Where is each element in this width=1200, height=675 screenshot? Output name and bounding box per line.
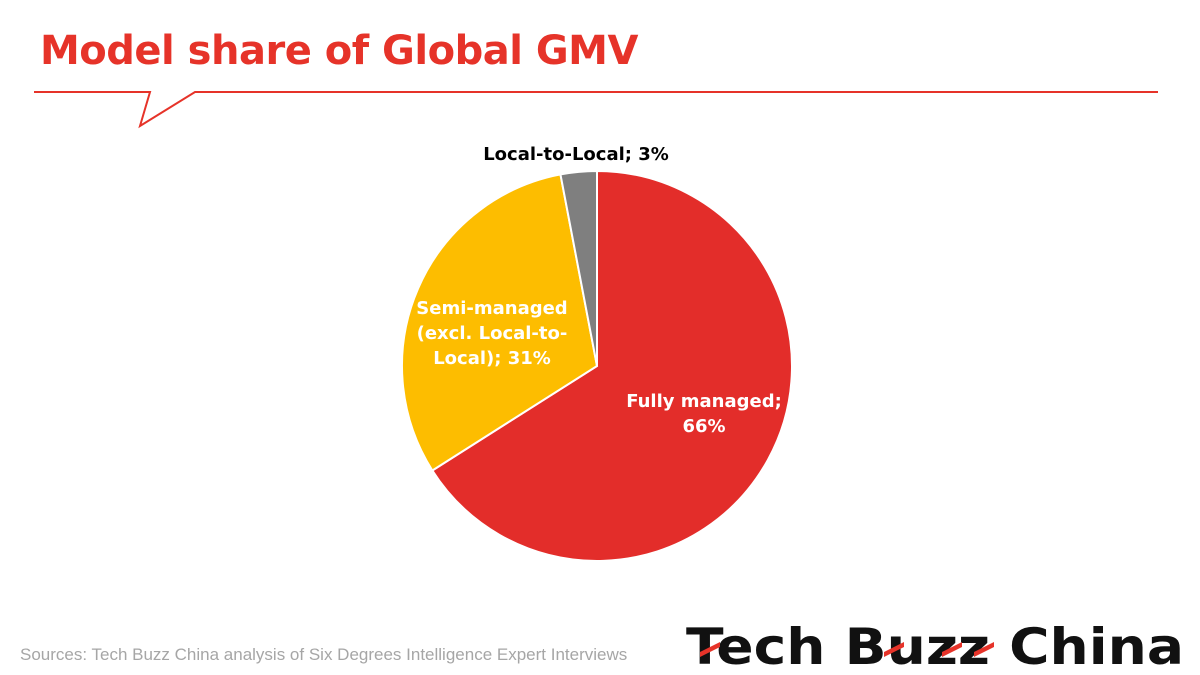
source-note: Sources: Tech Buzz China analysis of Six… (20, 645, 628, 664)
slice-label-line: Local); 31% (433, 348, 551, 369)
slice-label-line: Semi-managed (416, 298, 567, 319)
page-title: Model share of Global GMV (40, 28, 638, 74)
slice-label-2: Local-to-Local; 3% (483, 144, 669, 165)
pie-slice-0 (430, 169, 793, 562)
slice-label-line: (excl. Local-to- (417, 323, 568, 344)
pie-slice-2 (559, 169, 598, 367)
slice-label-1: Semi-managed (excl. Local-to- Local); 31% (416, 298, 567, 369)
pie-slice-1 (401, 173, 599, 472)
slice-label-line: 66% (682, 416, 725, 437)
slice-label-0: Fully managed; 66% (626, 391, 782, 437)
tech-buzz-china-logo: Tech Buzz China (686, 618, 1184, 674)
title-callout-line (34, 91, 1158, 129)
slice-label-line: Local-to-Local; 3% (483, 144, 669, 165)
svg-text:Tech Buzz China: Tech Buzz China (686, 618, 1184, 674)
pie-chart: Fully managed; 66% Semi-managed (excl. Loca… (401, 144, 793, 562)
slice-label-line: Fully managed; (626, 391, 782, 412)
